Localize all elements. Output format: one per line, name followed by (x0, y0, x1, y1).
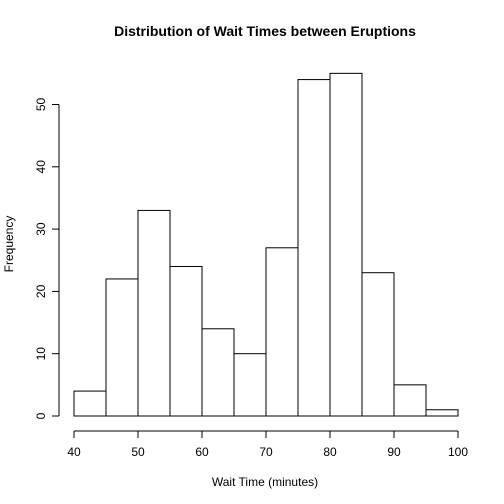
x-tick-label: 50 (131, 445, 145, 459)
histogram-bar (105, 278, 139, 417)
chart-title: Distribution of Wait Times between Erupt… (114, 23, 416, 39)
x-tick-label: 60 (195, 445, 209, 459)
histogram-bar (297, 79, 331, 417)
histogram-bar (169, 265, 203, 417)
y-tick-label: 50 (34, 98, 48, 112)
x-tick-label: 90 (387, 445, 401, 459)
x-axis: 40 50 60 70 80 90 100 (67, 430, 468, 459)
y-tick-label: 30 (34, 222, 48, 236)
x-tick-label: 40 (67, 445, 81, 459)
histogram-bar (329, 72, 363, 417)
histogram-bar (233, 353, 267, 417)
y-tick-label: 40 (34, 160, 48, 174)
bars-group (73, 72, 459, 417)
histogram-bar (361, 272, 395, 417)
y-tick-label: 20 (34, 284, 48, 298)
x-tick-label: 100 (448, 445, 468, 459)
y-tick-label: 10 (34, 347, 48, 361)
x-tick-label: 80 (323, 445, 337, 459)
histogram-bar (393, 384, 427, 417)
y-tick-label: 0 (34, 412, 48, 419)
histogram-bar (73, 390, 107, 417)
histogram-bar (425, 409, 459, 417)
x-axis-label: Wait Time (minutes) (212, 475, 318, 489)
histogram-bar (265, 247, 299, 417)
x-tick-label: 70 (259, 445, 273, 459)
histogram-bar (201, 328, 235, 417)
histogram-bar (137, 209, 171, 417)
y-axis: 0 10 20 30 40 50 (34, 98, 60, 419)
y-axis-label: Frequency (2, 216, 16, 273)
